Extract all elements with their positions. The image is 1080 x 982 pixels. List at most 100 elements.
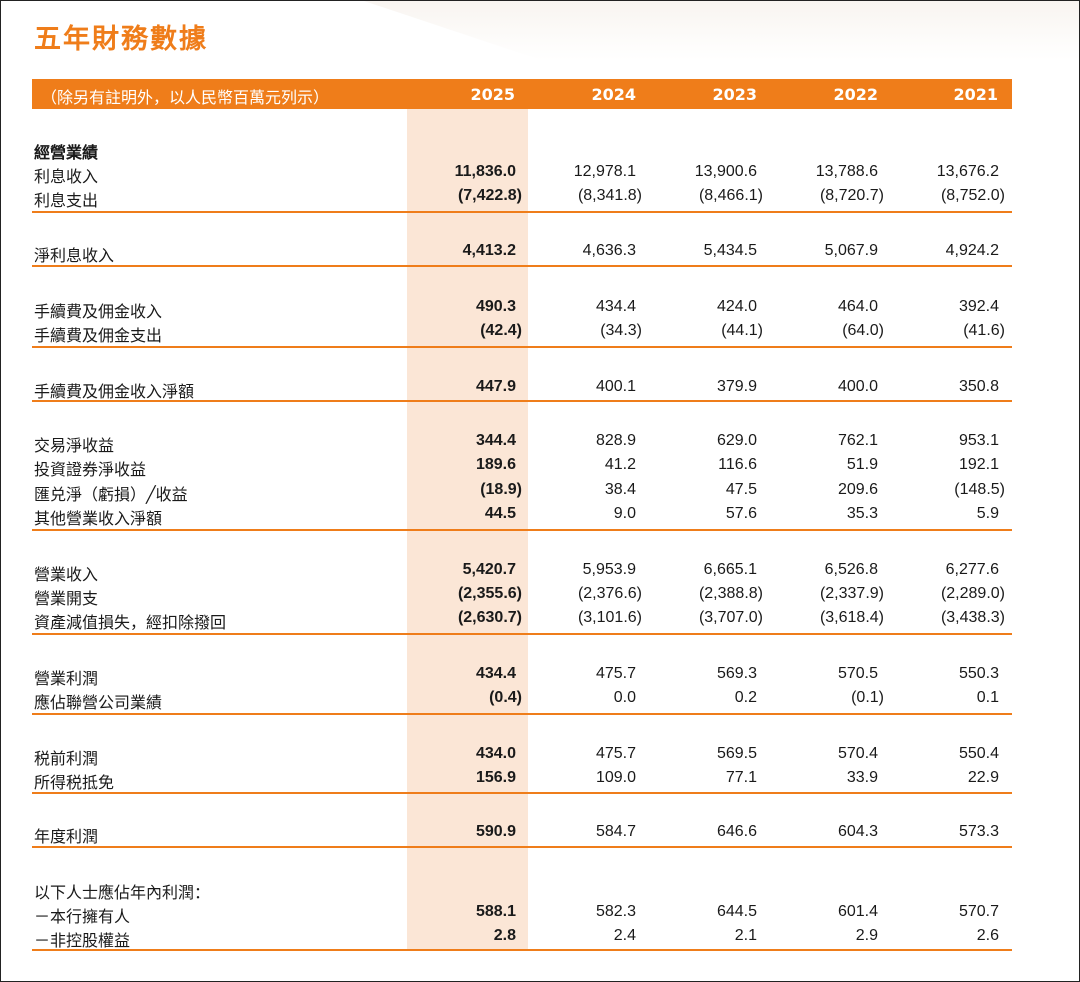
section-divider: [32, 713, 1012, 715]
table-row: 手續費及佣金收入 490.3 434.4 424.0 464.0 392.4: [1, 298, 1079, 322]
header-decoration: [361, 1, 1079, 60]
value-cell-2025: (18.9): [480, 481, 522, 498]
value-cell-2023: 13,900.6: [694, 163, 757, 180]
value-cell-2025: (7,422.8): [457, 187, 522, 204]
section-divider: [32, 949, 1012, 951]
table-row: 利息支出 (7,422.8) (8,341.8) (8,466.1) (8,720.7)…: [1, 187, 1079, 211]
table-row: 所得税抵免 156.9 109.0 77.1 33.9 22.9: [1, 769, 1079, 793]
value-cell-2024: 400.1: [595, 378, 636, 395]
section-divider: [32, 792, 1012, 794]
value-cell-2021: (148.5): [954, 481, 1005, 498]
value-cell-2021: 953.1: [958, 432, 999, 449]
row-label: 手續費及佣金收入: [34, 302, 163, 321]
value-cell-2022: 601.4: [837, 903, 878, 920]
row-label: 年度利潤: [34, 827, 99, 846]
value-cell-2023: (44.1): [721, 322, 763, 339]
value-cell-2023: 2.1: [734, 927, 757, 944]
row-label: 營業開支: [34, 589, 99, 608]
table-row: －非控股權益 2.8 2.4 2.1 2.9 2.6: [1, 927, 1079, 951]
value-cell-2021: 2.6: [976, 927, 999, 944]
table-row: 税前利潤 434.0 475.7 569.5 570.4 550.4: [1, 745, 1079, 769]
value-cell-2024: 475.7: [595, 745, 636, 762]
value-cell-2023: 47.5: [725, 481, 757, 498]
value-cell-2022: (8,720.7): [819, 187, 884, 204]
value-cell-2023: 116.6: [718, 456, 757, 473]
section-heading-row: 以下人士應佔年內利潤：: [1, 879, 1079, 903]
value-cell-2021: 392.4: [958, 298, 999, 315]
row-label: 手續費及佣金收入淨額: [34, 382, 195, 401]
value-cell-2022: 570.4: [837, 745, 878, 762]
value-cell-2024: 584.7: [595, 823, 636, 840]
value-cell-2022: (0.1): [851, 689, 884, 706]
table-row: 投資證券淨收益 189.6 41.2 116.6 51.9 192.1: [1, 456, 1079, 480]
value-cell-2022: 570.5: [837, 665, 878, 682]
row-label: 其他營業收入淨額: [34, 509, 163, 528]
value-cell-2022: 33.9: [846, 769, 878, 786]
value-cell-2025: 4,413.2: [462, 242, 516, 259]
row-label: 手續費及佣金支出: [34, 326, 163, 345]
value-cell-2021: 350.8: [958, 378, 999, 395]
value-cell-2022: (64.0): [842, 322, 884, 339]
value-cell-2023: (8,466.1): [698, 187, 763, 204]
row-label: 淨利息收入: [34, 246, 115, 265]
value-cell-2024: (3,101.6): [577, 609, 642, 626]
page-title: 五年財務數據: [34, 24, 208, 55]
section-divider: [32, 529, 1012, 531]
value-cell-2021: 4,924.2: [945, 242, 999, 259]
value-cell-2025: 434.0: [475, 745, 516, 762]
table-row: 交易淨收益 344.4 828.9 629.0 762.1 953.1: [1, 432, 1079, 456]
value-cell-2024: 38.4: [604, 481, 636, 498]
value-cell-2021: (3,438.3): [940, 609, 1005, 626]
value-cell-2022: 2.9: [855, 927, 878, 944]
year-header-2023: 2023: [712, 85, 757, 104]
value-cell-2024: 109.0: [595, 769, 636, 786]
row-label: －非控股權益: [34, 931, 131, 950]
row-label: 利息支出: [34, 191, 99, 210]
value-cell-2025: 447.9: [475, 378, 516, 395]
table-row: 淨利息收入 4,413.2 4,636.3 5,434.5 5,067.9 4,924.2: [1, 242, 1079, 266]
section-heading: 以下人士應佔年內利潤：: [34, 883, 211, 902]
value-cell-2024: (2,376.6): [577, 585, 642, 602]
value-cell-2024: 434.4: [595, 298, 636, 315]
row-label: 利息收入: [34, 167, 99, 186]
value-cell-2024: (8,341.8): [577, 187, 642, 204]
year-header-2022: 2022: [833, 85, 878, 104]
value-cell-2023: 379.9: [716, 378, 757, 395]
table-header-bar: [32, 79, 1012, 109]
value-cell-2021: 0.1: [976, 689, 999, 706]
table-row: 匯兑淨（虧損）╱收益 (18.9) 38.4 47.5 209.6 (148.5): [1, 481, 1079, 505]
value-cell-2024: 2.4: [613, 927, 636, 944]
row-label: 交易淨收益: [34, 436, 115, 455]
value-cell-2025: 434.4: [475, 665, 516, 682]
value-cell-2021: 5.9: [976, 505, 999, 522]
value-cell-2021: 192.1: [958, 456, 999, 473]
value-cell-2023: 6,665.1: [703, 561, 757, 578]
year-header-2024: 2024: [591, 85, 636, 104]
table-row: 利息收入 11,836.0 12,978.1 13,900.6 13,788.6 13,6…: [1, 163, 1079, 187]
row-label: 資產減值損失，經扣除撥回: [34, 613, 227, 632]
value-cell-2025: (42.4): [480, 322, 522, 339]
value-cell-2021: 550.3: [958, 665, 999, 682]
value-cell-2022: 6,526.8: [824, 561, 878, 578]
value-cell-2021: 550.4: [958, 745, 999, 762]
value-cell-2022: (2,337.9): [819, 585, 884, 602]
value-cell-2022: 35.3: [846, 505, 878, 522]
value-cell-2024: 5,953.9: [582, 561, 636, 578]
row-label: 應佔聯營公司業績: [34, 693, 163, 712]
value-cell-2025: 344.4: [475, 432, 516, 449]
row-label: 營業利潤: [34, 669, 99, 688]
value-cell-2022: (3,618.4): [819, 609, 884, 626]
value-cell-2024: 582.3: [595, 903, 636, 920]
year-header-2021: 2021: [953, 85, 998, 104]
value-cell-2021: (41.6): [963, 322, 1005, 339]
section-divider: [32, 633, 1012, 635]
table-row: 營業利潤 434.4 475.7 569.3 570.5 550.3: [1, 665, 1079, 689]
value-cell-2021: 22.9: [967, 769, 999, 786]
value-cell-2024: 475.7: [595, 665, 636, 682]
value-cell-2023: 0.2: [734, 689, 757, 706]
table-row: 資產減值損失，經扣除撥回 (2,630.7) (3,101.6) (3,707.0) (…: [1, 609, 1079, 633]
value-cell-2024: 828.9: [595, 432, 636, 449]
value-cell-2023: 57.6: [725, 505, 757, 522]
table-row: 應佔聯營公司業績 (0.4) 0.0 0.2 (0.1) 0.1: [1, 689, 1079, 713]
